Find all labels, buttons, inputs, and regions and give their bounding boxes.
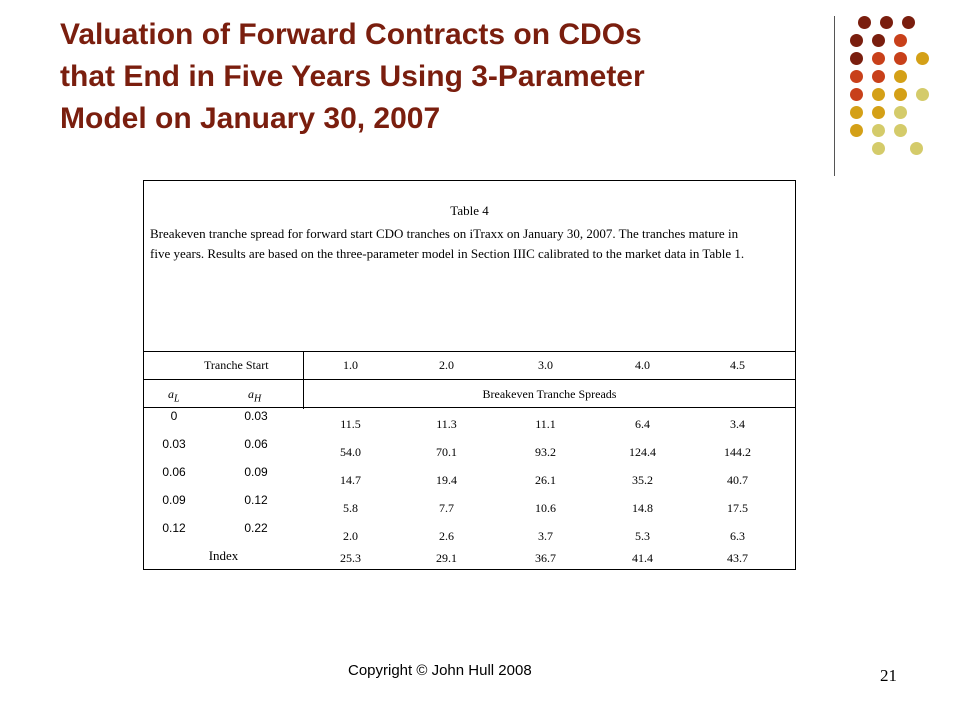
table-caption: Table 4: [450, 203, 489, 218]
aH-value: 0.03: [244, 409, 268, 423]
decorative-dot-grid: [0, 0, 960, 200]
spread-value: 144.2: [724, 445, 751, 459]
decorative-dot: [894, 52, 907, 65]
tranche-start-value: 4.5: [730, 358, 745, 372]
table-rule-header: [144, 407, 795, 408]
decorative-dot: [872, 106, 885, 119]
aL-value: 0.06: [162, 465, 186, 479]
spread-value: 11.5: [340, 417, 361, 431]
tranche-start-label: Tranche Start: [204, 358, 269, 372]
decorative-dot: [872, 70, 885, 83]
spread-value: 14.7: [340, 473, 361, 487]
spread-value: 3.7: [538, 529, 553, 543]
decorative-dot: [894, 70, 907, 83]
aH-header: aH: [248, 387, 262, 405]
table-rule-mid: [144, 379, 795, 380]
table-4: Table 4 Breakeven tranche spread for for…: [143, 180, 796, 570]
table-description: Breakeven tranche spread for forward sta…: [150, 226, 745, 261]
aL-header: aL: [168, 387, 180, 405]
spread-value: 11.1: [535, 417, 556, 431]
spread-value: 7.7: [439, 501, 454, 515]
spread-value: 2.0: [343, 529, 358, 543]
decorative-dot: [872, 124, 885, 137]
decorative-dot: [910, 142, 923, 155]
spread-value: 5.3: [635, 529, 650, 543]
spread-value: 54.0: [340, 445, 361, 459]
table-vertical-rule: [303, 351, 304, 409]
decorative-dot: [872, 34, 885, 47]
decorative-dot: [850, 34, 863, 47]
decorative-dot: [902, 16, 915, 29]
aL-value: 0.03: [162, 437, 186, 451]
spread-value: 17.5: [727, 501, 748, 515]
spread-value: 19.4: [436, 473, 457, 487]
title-line-2: that End in Five Years Using 3-Parameter: [60, 60, 645, 93]
spread-value: 3.4: [730, 417, 745, 431]
table-grid: Tranche Start aL aH Breakeven Tranche Sp…: [144, 351, 795, 569]
decorative-dot: [894, 106, 907, 119]
decorative-dot: [858, 16, 871, 29]
title-line-3: Model on January 30, 2007: [60, 102, 441, 135]
aL-value: 0.09: [162, 493, 186, 507]
decorative-dot: [880, 16, 893, 29]
aL-value: 0.12: [162, 521, 186, 535]
spread-value: 10.6: [535, 501, 556, 515]
decorative-dot: [916, 88, 929, 101]
decorative-dot: [850, 124, 863, 137]
spread-value: 11.3: [436, 417, 457, 431]
spread-value: 5.8: [343, 501, 358, 515]
index-label: Index: [208, 548, 239, 563]
decorative-divider: [834, 16, 835, 176]
decorative-dot: [850, 70, 863, 83]
slide-title: Valuation of Forward Contracts on CDOs t…: [60, 14, 820, 140]
aH-value: 0.06: [244, 437, 268, 451]
spread-value: 93.2: [535, 445, 556, 459]
spread-value: 6.3: [730, 529, 745, 543]
copyright-footer: Copyright © John Hull 2008: [348, 662, 532, 679]
aL-value: 0: [170, 409, 178, 423]
table-rule-top: [144, 351, 795, 352]
aH-value: 0.12: [244, 493, 268, 507]
decorative-dot: [894, 34, 907, 47]
spread-value: 35.2: [632, 473, 653, 487]
page-number: 21: [880, 666, 897, 685]
spreads-header: Breakeven Tranche Spreads: [482, 387, 617, 401]
decorative-dot: [850, 52, 863, 65]
decorative-dot: [850, 106, 863, 119]
aH-value: 0.22: [244, 521, 268, 535]
spread-value: 124.4: [629, 445, 656, 459]
tranche-start-value: 3.0: [538, 358, 553, 372]
decorative-dot: [872, 142, 885, 155]
tranche-start-value: 4.0: [635, 358, 650, 372]
index-spread-value: 29.1: [436, 551, 457, 565]
index-spread-value: 43.7: [727, 551, 748, 565]
decorative-dot: [872, 88, 885, 101]
decorative-dot: [894, 88, 907, 101]
spread-value: 6.4: [635, 417, 650, 431]
tranche-start-value: 2.0: [439, 358, 454, 372]
aH-value: 0.09: [244, 465, 268, 479]
decorative-dot: [872, 52, 885, 65]
index-spread-value: 25.3: [340, 551, 361, 565]
spread-value: 14.8: [632, 501, 653, 515]
decorative-dot: [916, 52, 929, 65]
spread-value: 26.1: [535, 473, 556, 487]
decorative-dot: [894, 124, 907, 137]
spread-value: 70.1: [436, 445, 457, 459]
index-spread-value: 36.7: [535, 551, 556, 565]
spread-value: 2.6: [439, 529, 454, 543]
index-spread-value: 41.4: [632, 551, 653, 565]
title-line-1: Valuation of Forward Contracts on CDOs: [60, 18, 642, 51]
tranche-start-value: 1.0: [343, 358, 358, 372]
decorative-dot: [850, 88, 863, 101]
spread-value: 40.7: [727, 473, 748, 487]
